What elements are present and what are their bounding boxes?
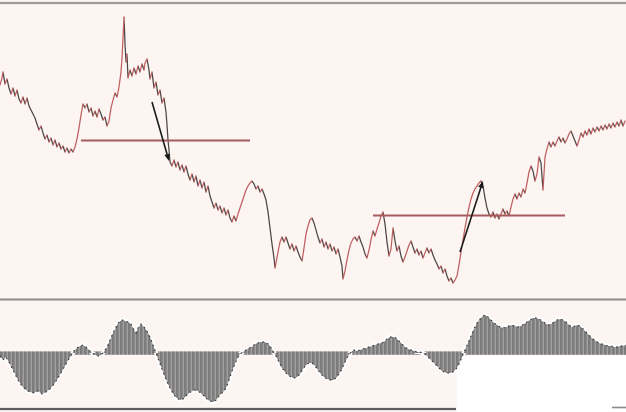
background-white-patch	[457, 356, 626, 412]
arrow-head	[478, 181, 484, 189]
arrow-shaft	[151, 101, 168, 155]
arrow-head	[164, 153, 170, 161]
trend-arrow-up	[459, 181, 484, 253]
oscillator-signal-dots	[0, 314, 626, 403]
price-panel	[0, 16, 626, 284]
oscillator-panel	[0, 312, 626, 405]
oscillator-area	[0, 315, 626, 402]
trend-arrow-down	[151, 101, 170, 161]
price-line-down-segments	[2, 16, 624, 284]
arrow-shaft	[459, 187, 482, 253]
